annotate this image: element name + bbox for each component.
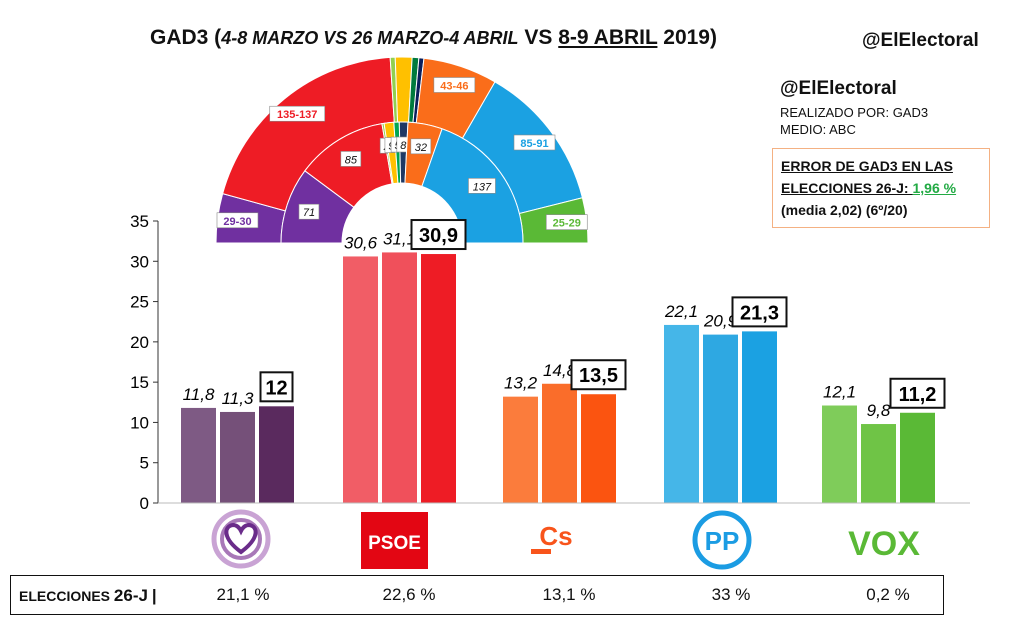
bar-psoe-2 — [421, 254, 456, 503]
cs-logo: Cs — [531, 521, 573, 554]
result-vox: 0,2 % — [866, 585, 910, 604]
twitter-handle: @ElElectoral — [862, 30, 979, 51]
y-tick-label: 25 — [130, 293, 149, 312]
cs-logo-text: Cs — [539, 521, 572, 551]
bar-psoe-1 — [382, 252, 417, 503]
vox-logo: VOX — [848, 525, 920, 563]
psoe-logo-text: PSOE — [368, 533, 421, 554]
y-tick-label: 10 — [130, 413, 149, 432]
info-panel: @ElElectoral REALIZADO POR: GAD3 MEDIO: … — [780, 78, 928, 138]
y-tick-label: 5 — [140, 454, 149, 473]
info-handle: @ElElectoral — [780, 78, 897, 99]
error-box: ERROR DE GAD3 EN LAS ELECCIONES 26-J: 1,… — [772, 148, 990, 228]
inner-label-pp: 137 — [473, 181, 492, 193]
chart-title: GAD3 (4-8 MARZO VS 26 MARZO-4 ABRIL VS 8… — [150, 26, 717, 49]
results-row: ELECCIONES 26-J | 21,1 % 22,6 % 13,1 % 3… — [10, 575, 944, 615]
data-label-psoe-2: 30,9 — [419, 225, 458, 247]
result-pp: 33 % — [711, 585, 751, 604]
vox-logo-text: VOX — [848, 525, 920, 563]
info-realizado: REALIZADO POR: GAD3 — [780, 105, 929, 120]
outer-label-vox: 25-29 — [553, 218, 581, 230]
data-label-up-0: 11,8 — [183, 385, 215, 404]
results-label: ELECCIONES 26-J | — [19, 586, 157, 605]
data-label-psoe-0: 30,6 — [344, 233, 378, 252]
outer-label-psoe: 135-137 — [277, 109, 317, 121]
bar-up-0 — [181, 407, 216, 503]
data-label-up-2: 12 — [265, 377, 287, 399]
data-label-psoe-1: 31,1 — [383, 229, 416, 248]
bar-cs-1 — [542, 383, 577, 503]
outer-label-cs: 43-46 — [440, 80, 468, 92]
outer-label-up: 29-30 — [223, 216, 251, 228]
bar-pp-1 — [703, 334, 738, 503]
pp-logo: PP — [692, 510, 752, 570]
error-line2: ELECCIONES 26-J: — [781, 180, 913, 196]
inner-label-cs: 32 — [415, 142, 427, 154]
y-tick-label: 0 — [140, 494, 149, 513]
outer-label-pp: 85-91 — [520, 138, 548, 150]
inner-label-up: 71 — [303, 207, 315, 219]
bar-up-2 — [259, 406, 294, 503]
inner-label-o4: 8 — [400, 140, 407, 152]
y-tick-label: 20 — [130, 333, 149, 352]
psoe-logo: PSOE — [361, 512, 428, 569]
data-label-vox-0: 12,1 — [823, 383, 856, 402]
bar-vox-2 — [900, 412, 935, 503]
data-label-cs-0: 13,2 — [504, 374, 538, 393]
data-label-cs-1: 14,8 — [543, 361, 577, 380]
error-value: 1,96 % — [912, 180, 957, 196]
data-label-pp-1: 20,9 — [703, 312, 738, 331]
data-label-up-1: 11,3 — [222, 389, 254, 408]
bar-pp-2 — [742, 331, 777, 503]
y-tick-label: 30 — [130, 252, 149, 271]
error-line1: ERROR DE GAD3 EN LAS — [781, 158, 953, 174]
result-psoe: 22,6 % — [382, 585, 436, 604]
y-tick-label: 35 — [130, 212, 149, 231]
bar-psoe-0 — [343, 256, 378, 503]
bar-cs-0 — [503, 396, 538, 503]
y-tick-label: 15 — [130, 373, 149, 392]
bar-pp-0 — [664, 324, 699, 503]
info-medio: MEDIO: ABC — [780, 122, 856, 137]
inner-label-psoe: 85 — [345, 154, 358, 166]
data-label-vox-2: 11,2 — [899, 384, 937, 406]
result-cs: 13,1 % — [542, 585, 596, 604]
bar-up-1 — [220, 411, 255, 503]
bar-cs-2 — [581, 394, 616, 503]
bar-vox-0 — [822, 405, 857, 503]
data-label-cs-2: 13,5 — [579, 365, 618, 387]
data-label-pp-0: 22,1 — [664, 302, 698, 321]
data-label-pp-2: 21,3 — [740, 302, 779, 324]
bar-vox-1 — [861, 424, 896, 503]
podemos-logo — [211, 509, 271, 569]
data-label-vox-1: 9,8 — [867, 401, 891, 420]
result-up: 21,1 % — [216, 585, 270, 604]
error-line3: (media 2,02) (6º/20) — [781, 202, 908, 218]
pp-logo-text: PP — [705, 526, 740, 556]
